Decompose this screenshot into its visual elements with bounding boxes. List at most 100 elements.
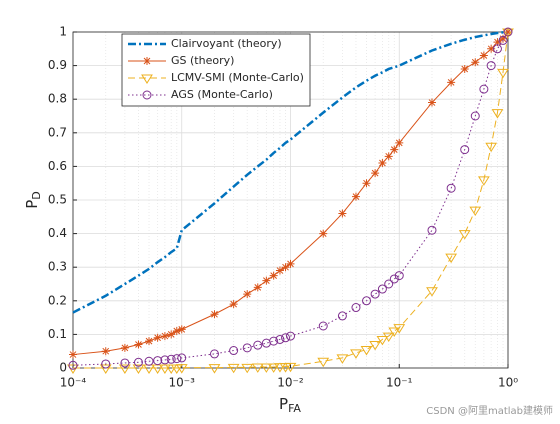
circle-marker bbox=[144, 356, 154, 366]
circle-marker bbox=[498, 35, 508, 45]
star-marker bbox=[172, 327, 181, 336]
circle-marker bbox=[68, 360, 78, 370]
circle-marker bbox=[377, 284, 387, 294]
circle-marker bbox=[286, 331, 295, 341]
circle-marker bbox=[427, 225, 437, 235]
star-marker bbox=[460, 64, 469, 73]
legend-label: Clairvoyant (theory) bbox=[171, 37, 282, 50]
y-tick-label: 0.2 bbox=[48, 293, 67, 307]
circle-marker bbox=[153, 356, 163, 366]
star-marker bbox=[69, 350, 77, 359]
triangle-marker bbox=[388, 327, 401, 337]
y-label-base: P bbox=[23, 200, 41, 209]
legend: Clairvoyant (theory) GS (theory) LCMV-SMI … bbox=[121, 33, 311, 107]
circle-marker bbox=[242, 343, 252, 353]
legend-label: GS (theory) bbox=[171, 54, 234, 67]
circle-marker bbox=[470, 111, 480, 121]
star-marker bbox=[338, 209, 347, 218]
star-marker bbox=[269, 271, 278, 280]
circle-marker bbox=[370, 289, 380, 299]
circle-marker bbox=[133, 357, 143, 367]
triangle-marker bbox=[241, 363, 254, 374]
triangle-marker bbox=[502, 28, 514, 38]
star-marker bbox=[493, 38, 502, 47]
circle-marker bbox=[209, 349, 219, 359]
circle-marker bbox=[394, 271, 404, 281]
circle-marker bbox=[503, 27, 513, 37]
star-marker bbox=[427, 98, 436, 107]
circle-marker bbox=[460, 145, 470, 155]
circle-marker bbox=[269, 336, 279, 346]
legend-label: AGS (Monte-Carlo) bbox=[171, 88, 273, 101]
y-tick-label: 0.7 bbox=[48, 125, 67, 139]
y-tick-label: 0.1 bbox=[48, 327, 67, 341]
triangle-marker bbox=[267, 363, 280, 373]
star-marker bbox=[479, 51, 488, 60]
star-marker bbox=[262, 276, 271, 285]
triangle-marker bbox=[227, 363, 240, 374]
circle-marker bbox=[492, 44, 502, 54]
circle-marker bbox=[275, 334, 285, 344]
y-tick-label: 0.4 bbox=[48, 226, 67, 240]
triangle-marker bbox=[284, 362, 297, 373]
star-marker bbox=[153, 333, 162, 342]
star-marker bbox=[253, 283, 262, 292]
triangle-marker bbox=[497, 68, 509, 79]
triangle-marker bbox=[251, 363, 264, 373]
star-marker bbox=[120, 343, 129, 352]
star-marker bbox=[177, 325, 186, 334]
triangle-marker bbox=[118, 364, 131, 374]
triangle-marker bbox=[477, 176, 490, 186]
star-marker bbox=[371, 169, 380, 178]
star-marker bbox=[319, 229, 328, 238]
x-tick-label: 10⁻⁴ bbox=[60, 376, 87, 390]
triangle-marker bbox=[350, 349, 362, 359]
circle-marker bbox=[177, 353, 187, 363]
star-marker bbox=[101, 347, 110, 356]
star-marker bbox=[351, 192, 360, 201]
star-marker bbox=[471, 58, 480, 67]
circle-marker bbox=[384, 279, 394, 289]
circle-marker bbox=[486, 61, 496, 71]
circle-marker bbox=[479, 84, 489, 94]
x-tick-label: 10⁻² bbox=[277, 376, 304, 390]
y-tick-label: 1 bbox=[59, 25, 67, 39]
triangle-marker bbox=[491, 109, 504, 119]
x-tick-label: 10⁻³ bbox=[169, 376, 196, 390]
star-marker bbox=[167, 330, 176, 339]
circle-marker bbox=[101, 359, 111, 369]
circle-marker bbox=[337, 311, 347, 321]
y-tick-label: 0 bbox=[59, 361, 67, 375]
y-tick-label: 0.9 bbox=[48, 58, 67, 72]
star-marker bbox=[378, 159, 387, 168]
y-tick-label: 0.6 bbox=[48, 159, 67, 173]
triangle-marker bbox=[393, 324, 406, 334]
y-tick-label: 0.3 bbox=[48, 260, 67, 274]
circle-marker bbox=[120, 358, 130, 368]
watermark: CSDN @阿里matlab建模师 bbox=[426, 404, 553, 417]
triangle-marker bbox=[141, 74, 153, 84]
star-marker bbox=[395, 138, 404, 147]
star-marker bbox=[210, 310, 219, 319]
star-marker bbox=[143, 57, 151, 65]
star-marker bbox=[499, 34, 508, 43]
series-line bbox=[73, 31, 509, 369]
circle-marker bbox=[362, 296, 372, 306]
star-marker bbox=[275, 266, 284, 275]
triangle-marker bbox=[382, 332, 395, 343]
star-marker bbox=[229, 300, 238, 309]
circle-marker bbox=[389, 274, 399, 284]
circle-marker bbox=[160, 355, 170, 365]
star-marker bbox=[160, 332, 169, 341]
star-marker bbox=[504, 28, 512, 36]
series-line bbox=[72, 31, 509, 366]
circle-marker bbox=[318, 321, 328, 331]
star-marker bbox=[384, 152, 393, 161]
circle-marker bbox=[229, 346, 239, 356]
triangle-marker bbox=[458, 230, 471, 240]
y-label-subscript: D bbox=[30, 191, 43, 199]
star-marker bbox=[286, 259, 295, 268]
triangle-marker bbox=[132, 364, 145, 374]
